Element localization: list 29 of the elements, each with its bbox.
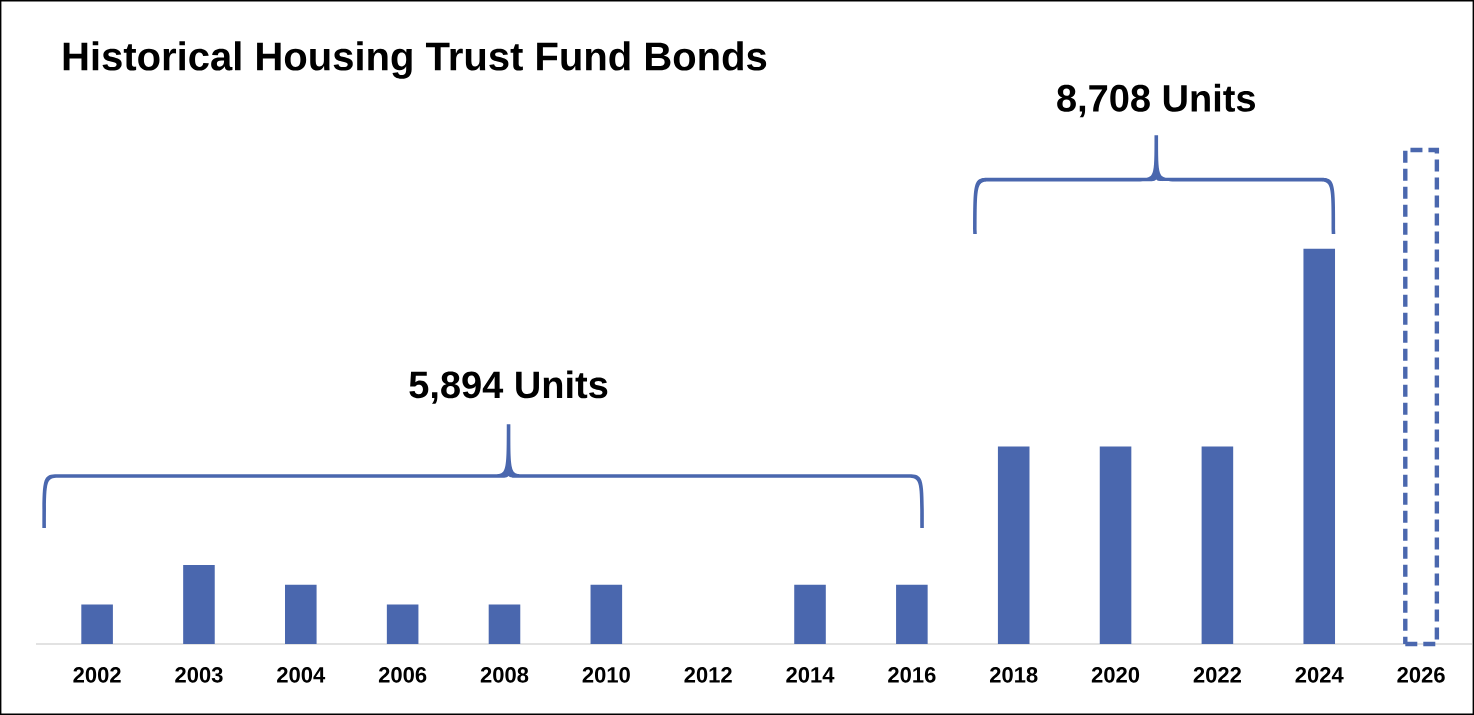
x-tick-label: 2024 (1295, 667, 1344, 683)
bar (81, 604, 113, 644)
x-tick-label: 2004 (277, 667, 326, 683)
bar (794, 584, 826, 644)
bar (997, 446, 1030, 644)
bar (386, 604, 419, 644)
bar (1303, 248, 1336, 644)
x-tick-label: 2018 (989, 667, 1038, 683)
annotation: 5,894 Units (409, 370, 608, 404)
x-tick-label: 2020 (1091, 667, 1140, 683)
bar (285, 584, 317, 644)
text: 8,708 Units (1057, 83, 1256, 118)
x-tick-label: 2012 (684, 667, 732, 683)
x-tick-label: 2008 (480, 667, 529, 683)
bar (1099, 446, 1132, 644)
bar (1201, 446, 1234, 644)
bar (590, 584, 623, 644)
x-tick-label: 2010 (582, 667, 630, 683)
x-tick-label: 2026 (1397, 667, 1445, 683)
x-tick-label: 2002 (73, 667, 121, 683)
chart-title: Historical Housing Trust Fund Bonds (63, 41, 767, 79)
x-tick-label: 2014 (786, 667, 835, 683)
bar (488, 604, 521, 644)
x-tick-label: 2003 (175, 667, 223, 683)
bar (183, 564, 215, 644)
x-tick-label: 2016 (888, 667, 936, 683)
bar (896, 584, 928, 644)
x-tick-label: 2022 (1193, 667, 1241, 683)
x-tick-label: 2006 (378, 667, 427, 683)
